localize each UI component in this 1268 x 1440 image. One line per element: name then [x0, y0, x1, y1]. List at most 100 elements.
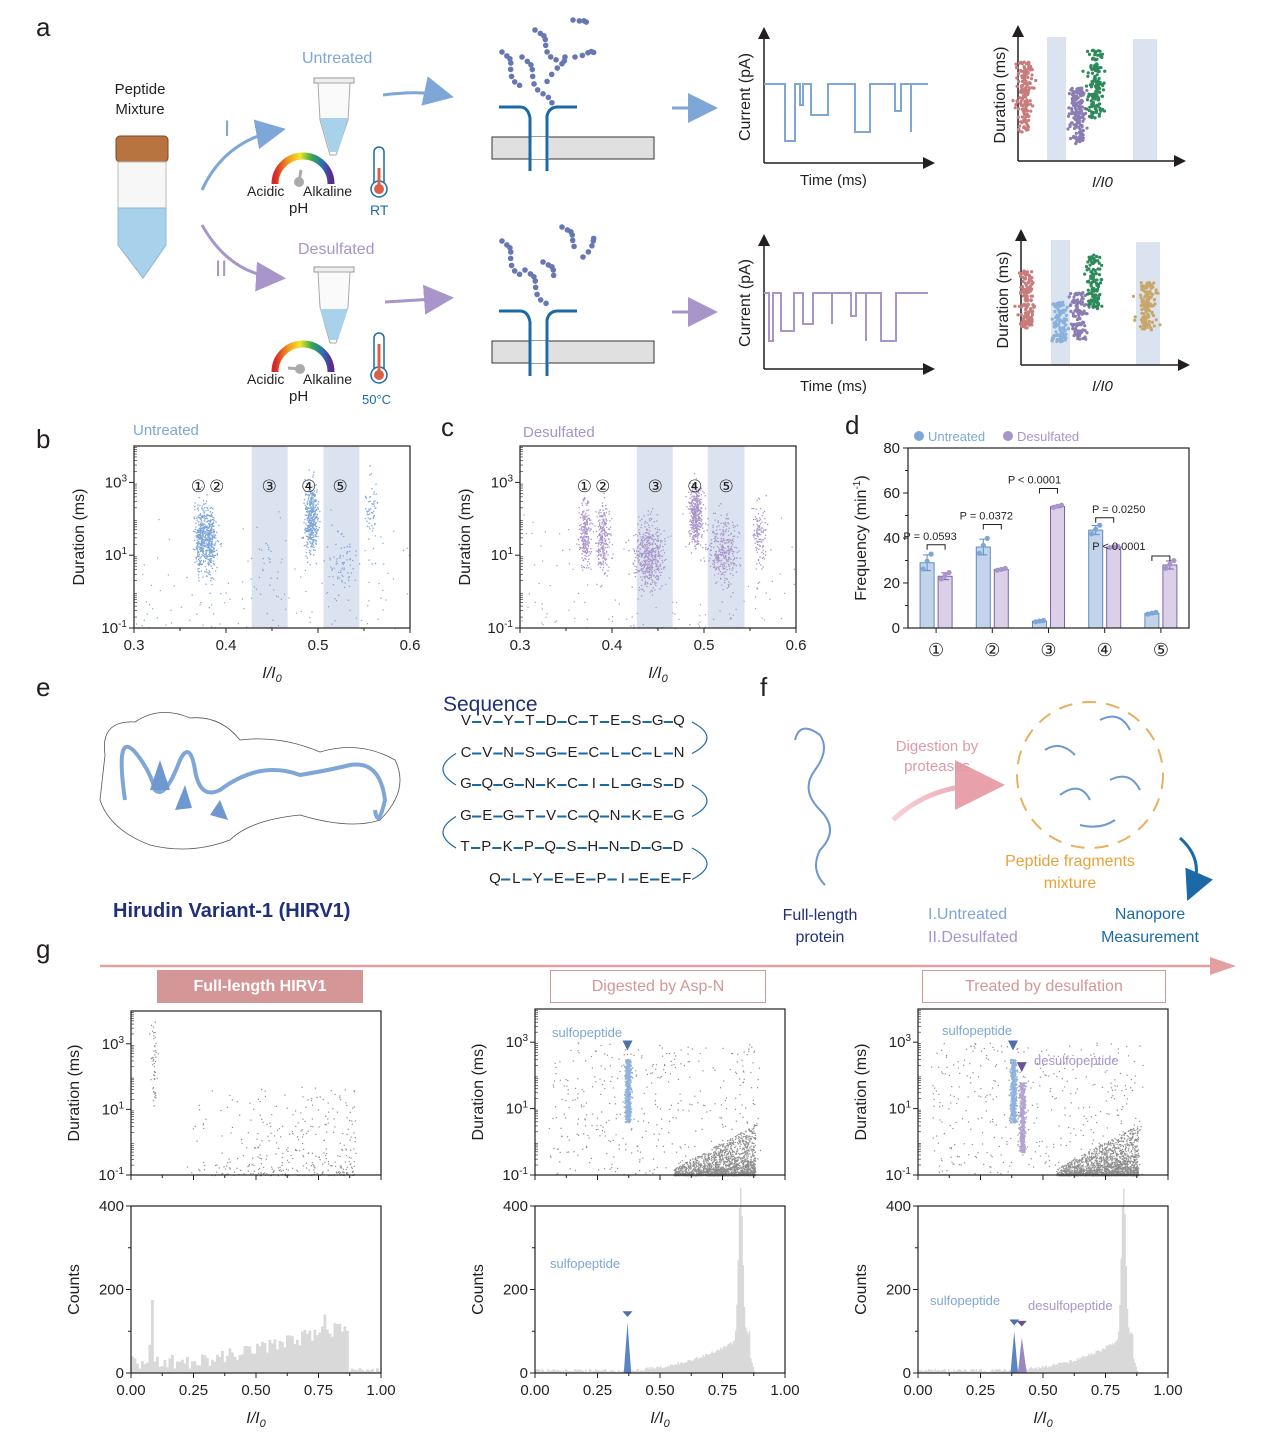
schematic-point: [1054, 330, 1058, 334]
peptide-bead: [580, 254, 586, 260]
c-point: [719, 553, 721, 556]
g1-scatter-point: [259, 1167, 261, 1170]
c-point: [606, 546, 608, 549]
c-point: [600, 512, 602, 514]
b-point: [204, 532, 206, 534]
c-point: [696, 538, 699, 540]
c-point: [764, 522, 766, 524]
c-point: [714, 512, 717, 515]
c-point: [691, 530, 693, 533]
c-point: [721, 549, 724, 551]
c-point: [697, 507, 700, 509]
c-point: [726, 587, 728, 589]
b-point: [340, 569, 342, 571]
c-point: [640, 588, 642, 590]
peptide-bead: [534, 87, 541, 93]
schematic-point: [1090, 261, 1094, 265]
schematic-point: [1067, 106, 1071, 110]
b-point: [197, 550, 199, 553]
b-point: [374, 535, 376, 537]
c-point: [728, 581, 730, 583]
c-point: [592, 523, 594, 525]
b-point: [306, 530, 309, 533]
b-point: [311, 510, 313, 513]
b-point: [205, 554, 208, 557]
c-point: [716, 559, 718, 561]
thermometer-50c-icon: [370, 332, 388, 384]
c-point: [585, 536, 587, 539]
b-point: [209, 561, 211, 563]
c-point: [716, 526, 718, 528]
c-point: [736, 547, 738, 549]
b-point: [341, 581, 343, 583]
c-point: [643, 566, 646, 568]
b-point: [305, 551, 308, 554]
c-point: [689, 535, 691, 537]
c-point: [603, 529, 605, 532]
c-point: [763, 558, 766, 560]
b-point: [205, 510, 207, 512]
peptide-bead: [507, 245, 513, 251]
schematic-point: [1096, 259, 1100, 263]
c-point: [668, 577, 671, 579]
c-point: [723, 582, 726, 584]
b-point: [348, 585, 351, 588]
schematic-point: [1030, 313, 1035, 317]
b-point: [306, 543, 309, 546]
c-point: [655, 571, 657, 573]
c-point: [717, 540, 719, 543]
b-point: [303, 545, 305, 547]
c-point: [725, 562, 727, 564]
b-point: [313, 554, 315, 556]
c-cluster-label: ①: [577, 477, 592, 496]
c-point: [599, 541, 601, 544]
g1-scatter-point: [216, 1171, 218, 1173]
g1-scatter-point: [156, 1077, 158, 1080]
b-point: [373, 493, 375, 495]
g1-scatter-point: [229, 1168, 231, 1170]
g1-scatter-point: [276, 1129, 279, 1131]
c-point: [654, 528, 656, 530]
schematic-point: [1020, 115, 1024, 119]
b-band-2: [323, 446, 360, 628]
b-point: [336, 558, 338, 560]
b-point: [250, 557, 253, 560]
schematic-point: [1011, 99, 1015, 103]
schematic-point: [1064, 308, 1068, 312]
schematic-point: [1014, 62, 1018, 66]
c-point: [692, 525, 695, 528]
b-point: [266, 612, 268, 615]
b-point: [372, 517, 375, 520]
c-point: [651, 572, 653, 574]
c-point: [638, 516, 640, 518]
c-point: [581, 502, 583, 504]
schematic-point: [1031, 281, 1035, 285]
schematic-point: [1090, 293, 1095, 297]
c-point: [764, 534, 767, 537]
c-point: [758, 548, 760, 550]
c-point: [627, 539, 630, 541]
c-ytick-label: 103: [491, 473, 514, 491]
b-point: [368, 559, 370, 561]
c-point: [716, 545, 719, 548]
c-point: [657, 578, 659, 581]
g1-scatter-point: [334, 1161, 336, 1163]
b-point: [373, 515, 375, 517]
b-point: [199, 524, 201, 526]
g1-scatter-point: [237, 1157, 239, 1160]
d-ytick-label: 40: [883, 530, 900, 547]
schematic-point: [1090, 272, 1095, 276]
peptide-bead: [548, 71, 555, 78]
b-point: [200, 559, 203, 562]
b-point: [201, 507, 203, 509]
c-point: [724, 542, 726, 544]
c-point: [582, 498, 584, 500]
c-point: [717, 537, 719, 539]
c-point: [598, 523, 601, 526]
schematic-point: [1098, 255, 1102, 259]
schematic-point: [1100, 304, 1104, 308]
b-point: [325, 592, 327, 595]
b-point: [206, 575, 208, 577]
c-point: [754, 534, 756, 536]
c-ylabel: Duration (ms): [457, 489, 474, 586]
